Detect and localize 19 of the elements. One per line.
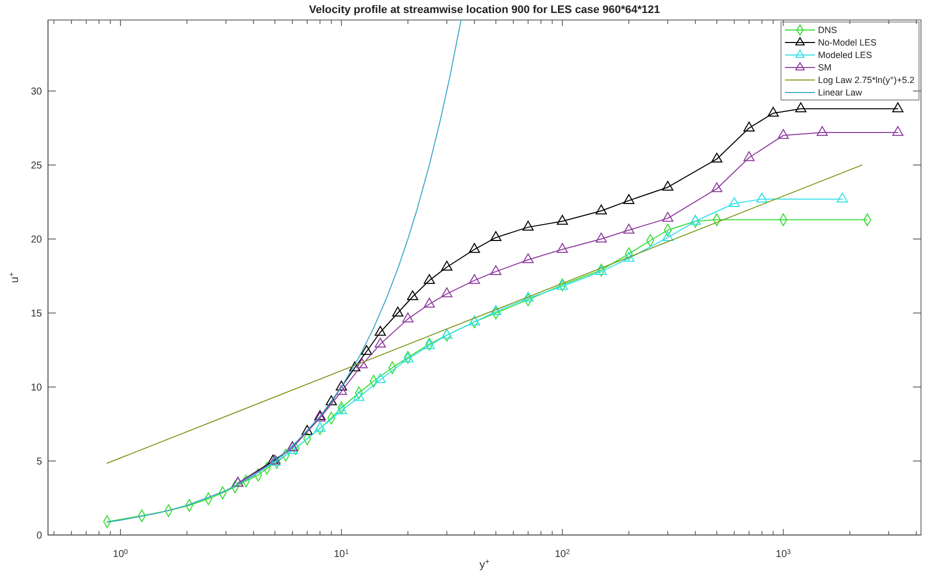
y-tick-label: 5 — [36, 456, 42, 468]
y-tick-label: 10 — [30, 382, 42, 394]
legend-label: Modeled LES — [818, 50, 872, 60]
legend-label: Linear Law — [818, 88, 863, 98]
chart-title: Velocity profile at streamwise location 900 for LES case 960*64*121 — [309, 4, 660, 16]
legend-label: DNS — [818, 25, 838, 36]
y-tick-label: 0 — [36, 530, 42, 542]
y-tick-label: 15 — [30, 308, 42, 320]
x-tick-label: 10$^{0}$ — [112, 548, 128, 560]
y-tick-label: 20 — [30, 234, 42, 246]
x-tick-label: 10$^{3}$ — [776, 548, 791, 560]
legend-label: No-Model LES — [818, 38, 877, 48]
y-tick-label: 30 — [30, 86, 42, 98]
x-axis-title: y$^{+}$ — [480, 556, 490, 571]
y-tick-label: 25 — [30, 160, 42, 172]
legend-label: Log Law 2.75*ln(y$^{+}$)+5.2 — [818, 74, 915, 86]
x-tick-label: 10$^{1}$ — [334, 548, 350, 560]
legend-label: SM — [818, 62, 832, 73]
x-tick-label: 10$^{2}$ — [554, 548, 570, 560]
